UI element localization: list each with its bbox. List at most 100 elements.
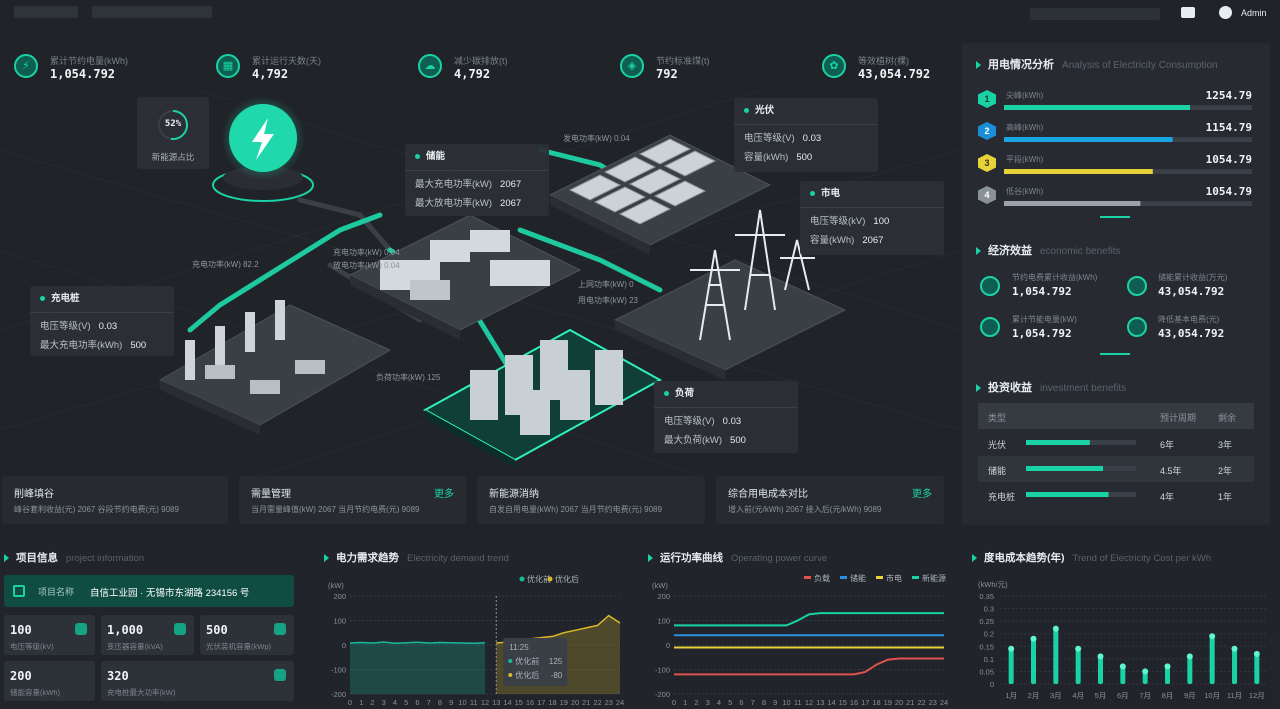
x-tick-label: 3月 <box>1050 691 1062 700</box>
x-tick-label: 18 <box>872 698 880 707</box>
y-unit-label: (kWh/元) <box>978 580 1008 589</box>
cell-value: 1,000 <box>107 623 144 637</box>
inv-remain: 3年 <box>1218 440 1233 450</box>
legend-dot <box>547 576 553 582</box>
pv-card[interactable]: 光伏 电压等级(V) 0.03 容量(kWh) 500 <box>734 98 878 172</box>
series-area <box>350 642 485 694</box>
charger-icon <box>274 669 286 681</box>
legend-label: 负载 <box>814 573 830 583</box>
title-marker <box>976 384 981 393</box>
mail-icon[interactable] <box>1181 7 1195 18</box>
cost-bar <box>1254 653 1260 684</box>
tooltip-time: 11:25 <box>509 643 529 652</box>
fee-reduce-icon <box>1127 317 1147 337</box>
x-tick-label: 20 <box>571 698 579 707</box>
load-card[interactable]: 负荷 电压等级(V) 0.03 最大负荷(kW) 500 <box>654 381 798 453</box>
y-tick-label: 0 <box>342 641 346 650</box>
energy-flow-scene <box>0 90 960 475</box>
x-tick-label: 5 <box>728 698 732 707</box>
mini-card-renewable[interactable]: 新能源消纳 自发自用电量(kWh) 2067 当月节约电费(元) 9089 <box>477 476 705 524</box>
cell-label: 变压器容量(kVA) <box>107 642 163 651</box>
operate-title-en: Operating power curve <box>731 553 828 564</box>
card-row-value: 0.03 <box>802 133 822 144</box>
user-icon[interactable] <box>1219 6 1232 19</box>
more-link[interactable]: 更多 <box>434 489 454 500</box>
x-tick-label: 0 <box>348 698 352 707</box>
y-tick-label: -200 <box>655 690 670 699</box>
mini-card-peak-valley[interactable]: 削峰填谷 峰谷套利收益(元) 2067 谷段节约电费(元) 9089 <box>2 476 228 524</box>
usage-label: 平段(kWh) <box>1006 155 1044 164</box>
investment-row: 光伏 6年 3年 <box>978 430 1254 456</box>
y-tick-label: -100 <box>655 666 670 675</box>
mini-line: 当月需量峰值(kW) 2067 当月节约电费(元) 9089 <box>251 505 420 514</box>
x-tick-label: 3 <box>382 698 386 707</box>
bolt-icon: ⚡ <box>14 54 38 78</box>
card-row-label: 最大充电功率(kWh) <box>40 340 123 351</box>
investment-title-en: investment benefits <box>1040 383 1127 394</box>
x-tick-label: 18 <box>548 698 556 707</box>
stat-value: 43,054.792 <box>858 67 931 81</box>
card-row-label: 电压等级(V) <box>664 416 715 427</box>
pager-dots[interactable] <box>1100 353 1130 355</box>
admin-label[interactable]: Admin <box>1241 8 1267 18</box>
y-tick-label: 0 <box>666 641 670 650</box>
title-marker <box>976 61 981 70</box>
voltage-icon <box>75 623 87 635</box>
pager-dots[interactable] <box>1100 216 1130 218</box>
x-tick-label: 19 <box>560 698 568 707</box>
col-period: 预计周期 <box>1160 413 1197 423</box>
stat-value: 4,792 <box>252 67 289 81</box>
x-tick-label: 7月 <box>1139 691 1151 700</box>
eco-value: 1,054.792 <box>1012 285 1072 298</box>
rank-2-badge: 2 <box>978 122 996 140</box>
x-tick-label: 16 <box>526 698 534 707</box>
mini-card-demand[interactable]: 需量管理 更多 当月需量峰值(kW) 2067 当月节约电费(元) 9089 <box>239 476 466 524</box>
demand-title: 电力需求趋势 Electricity demand trend <box>324 550 509 565</box>
usage-label: 低谷(kWh) <box>1006 187 1044 196</box>
cell-label: 储能容量(kWh) <box>10 688 60 697</box>
x-tick-label: 6 <box>739 698 743 707</box>
storage-income-icon <box>1127 276 1147 296</box>
card-row-value: 0.03 <box>98 321 118 332</box>
cost-bar-cap <box>1231 645 1238 652</box>
card-dot <box>744 107 749 113</box>
grid-card[interactable]: 市电 电压等级(kV) 100 容量(kWh) 2067 <box>800 181 944 255</box>
x-tick-label: 8 <box>438 698 442 707</box>
investment-title: 投资收益 investment benefits <box>976 379 1126 395</box>
y-tick-label: 0.35 <box>979 592 994 601</box>
x-tick-label: 21 <box>582 698 590 707</box>
mini-card-cost-compare[interactable]: 综合用电成本对比 更多 增入前(元/kWh) 2067 接入后(元/kWh) 9… <box>716 476 944 524</box>
card-title: 负荷 <box>675 388 695 399</box>
cost-bar-cap <box>1186 653 1193 660</box>
legend-swatch <box>876 576 883 579</box>
card-row-value: 100 <box>873 216 890 227</box>
card-row-value: 500 <box>796 152 813 163</box>
y-tick-label: 0.3 <box>984 605 994 614</box>
x-tick-label: 17 <box>537 698 545 707</box>
storage-cabinets <box>380 230 550 300</box>
stat-label: 累计运行天数(天) <box>252 56 321 66</box>
x-tick-label: 10 <box>782 698 790 707</box>
card-dot <box>664 390 669 396</box>
eco-value: 43,054.792 <box>1158 327 1225 340</box>
x-tick-label: 15 <box>515 698 523 707</box>
card-row-label: 最大充电功率(kW) <box>415 179 493 190</box>
cost-bar-cap <box>1209 633 1216 640</box>
more-link[interactable]: 更多 <box>912 489 932 500</box>
col-remain: 剩余 <box>1218 413 1237 423</box>
cost-bar <box>1232 648 1237 684</box>
usage-bar-3 <box>1004 169 1252 174</box>
project-cell-pv: 500 光伏装机容量(kWp) <box>200 615 294 655</box>
inv-type: 光伏 <box>988 440 1007 450</box>
storage-card[interactable]: 储能 最大充电功率(kW) 2067 最大放电功率(kW) 2067 <box>405 144 549 216</box>
header-blurred-info <box>1030 8 1160 20</box>
charger-card[interactable]: 充电桩 电压等级(V) 0.03 最大充电功率(kWh) 500 <box>30 286 174 356</box>
x-tick-label: 6月 <box>1117 691 1129 700</box>
project-title-en: project information <box>66 553 145 564</box>
mini-line: 峰谷套利收益(元) 2067 谷段节约电费(元) 9089 <box>14 505 179 514</box>
y-tick-label: 0 <box>990 680 994 689</box>
pv-platform <box>548 134 772 246</box>
economic-title: 经济效益 economic benefits <box>976 242 1121 258</box>
card-row-value: 2067 <box>500 198 522 209</box>
economic-title-en: economic benefits <box>1040 246 1121 257</box>
